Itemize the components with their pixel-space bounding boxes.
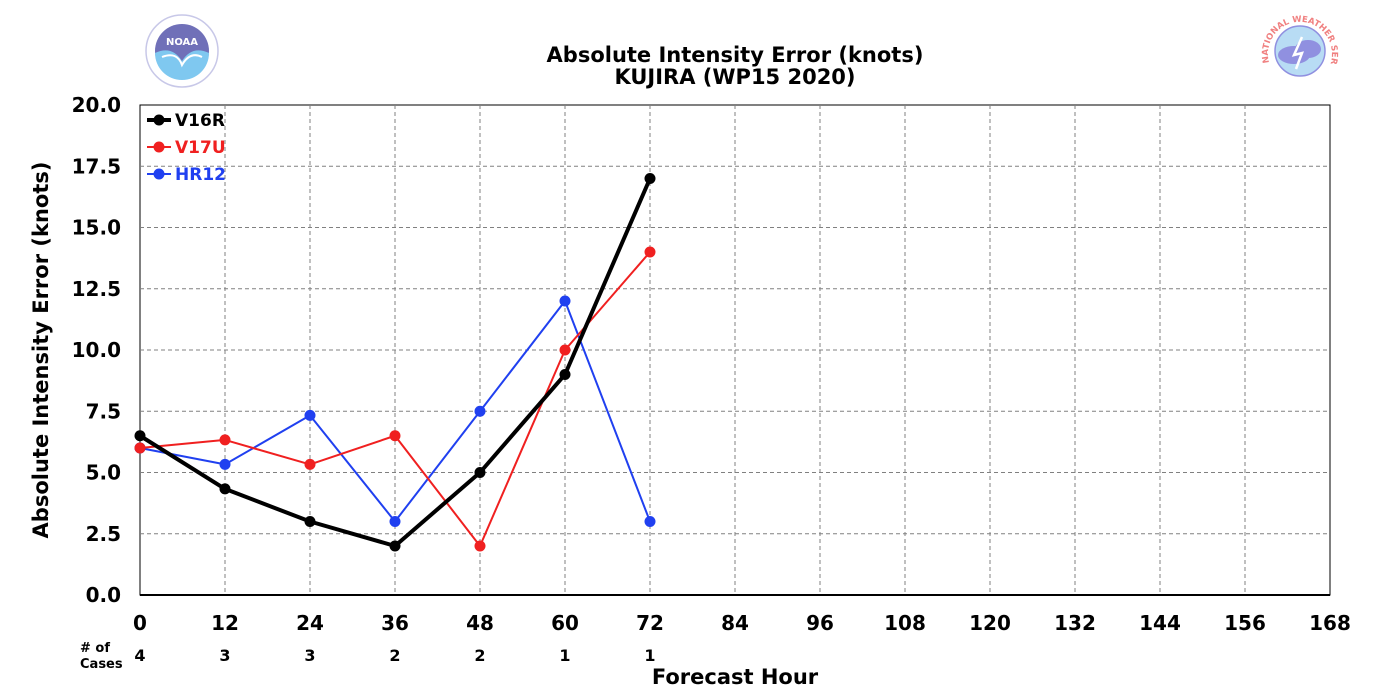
data-point-v16r — [389, 540, 401, 552]
data-point-v16r — [644, 173, 656, 184]
legend-swatch-marker — [153, 141, 165, 153]
y-tick-label: 20.0 — [72, 93, 121, 117]
data-point-v17u — [474, 540, 486, 552]
data-point-v16r — [134, 430, 146, 442]
data-point-v17u — [644, 246, 656, 258]
data-point-hr12 — [219, 458, 231, 470]
data-point-v16r — [474, 467, 486, 478]
data-point-hr12 — [474, 405, 486, 417]
y-tick-label: 0.0 — [86, 583, 121, 607]
data-point-v17u — [219, 434, 231, 446]
series-v17u — [134, 246, 656, 552]
case-count: 1 — [559, 646, 570, 665]
x-tick-label: 84 — [721, 611, 749, 635]
data-point-hr12 — [559, 295, 571, 307]
series-v16r — [134, 173, 656, 552]
x-tick-label: 144 — [1139, 611, 1181, 635]
x-tick-label: 120 — [969, 611, 1011, 635]
data-point-v17u — [134, 442, 146, 454]
data-point-v16r — [304, 516, 316, 527]
nws-logo: NATIONAL WEATHER SERVICE — [1261, 15, 1339, 87]
y-tick-label: 10.0 — [72, 338, 121, 362]
x-tick-label: 132 — [1054, 611, 1096, 635]
case-counts: 4 3 3 2 2 1 1 — [134, 646, 655, 665]
x-tick-label: 108 — [884, 611, 926, 635]
data-point-hr12 — [389, 516, 401, 527]
data-point-v16r — [219, 483, 231, 495]
x-tick-label: 36 — [381, 611, 409, 635]
y-tick-labels: 0.0 2.5 5.0 7.5 10.0 12.5 15.0 17.5 20.0 — [72, 93, 121, 607]
case-count: 2 — [389, 646, 400, 665]
y-tick-label: 2.5 — [86, 522, 121, 546]
legend-swatch-marker — [153, 114, 165, 126]
x-tick-label: 0 — [133, 611, 147, 635]
case-count: 3 — [219, 646, 230, 665]
legend-item-v16r: V16R — [147, 111, 225, 131]
data-point-v17u — [559, 344, 571, 356]
legend-item-v17u: V17U — [147, 138, 226, 158]
legend-label: HR12 — [175, 165, 226, 185]
legend-item-hr12: HR12 — [147, 165, 226, 185]
x-tick-label: 60 — [551, 611, 579, 635]
x-tick-label: 12 — [211, 611, 239, 635]
x-tick-label: 96 — [806, 611, 834, 635]
noaa-logo: NOAA — [145, 14, 219, 88]
chart-subtitle: KUJIRA (WP15 2020) — [614, 65, 855, 89]
cases-label-line2: Cases — [80, 657, 123, 672]
x-tick-label: 24 — [296, 611, 324, 635]
cases-label-line1: # of — [80, 641, 110, 656]
x-tick-labels: 0 12 24 36 48 60 72 84 96 108 120 132 144 156 168 — [133, 611, 1351, 635]
data-point-hr12 — [304, 409, 316, 421]
data-point-v16r — [559, 369, 571, 380]
y-tick-label: 7.5 — [86, 399, 121, 423]
data-point-v17u — [389, 430, 401, 442]
y-tick-label: 15.0 — [72, 216, 121, 240]
x-tick-label: 48 — [466, 611, 494, 635]
case-count: 3 — [304, 646, 315, 665]
noaa-logo-text: NOAA — [166, 37, 198, 48]
x-tick-label: 72 — [636, 611, 664, 635]
case-count: 1 — [644, 646, 655, 665]
data-series — [134, 173, 656, 552]
y-tick-label: 12.5 — [72, 277, 121, 301]
legend-swatch-marker — [153, 168, 165, 180]
y-tick-label: 5.0 — [86, 461, 121, 485]
data-point-v17u — [304, 458, 316, 470]
y-axis-label: Absolute Intensity Error (knots) — [29, 162, 53, 539]
data-point-hr12 — [644, 516, 656, 527]
y-tick-label: 17.5 — [72, 154, 121, 178]
legend-label: V17U — [175, 138, 226, 158]
chart-title: Absolute Intensity Error (knots) — [547, 43, 924, 67]
series-hr12 — [134, 295, 656, 527]
case-count: 2 — [474, 646, 485, 665]
case-count: 4 — [134, 646, 145, 665]
x-tick-label: 156 — [1224, 611, 1266, 635]
x-tick-label: 168 — [1309, 611, 1351, 635]
legend-label: V16R — [175, 111, 225, 131]
legend: V16R V17U HR12 — [147, 111, 226, 185]
x-axis-label: Forecast Hour — [652, 665, 819, 689]
